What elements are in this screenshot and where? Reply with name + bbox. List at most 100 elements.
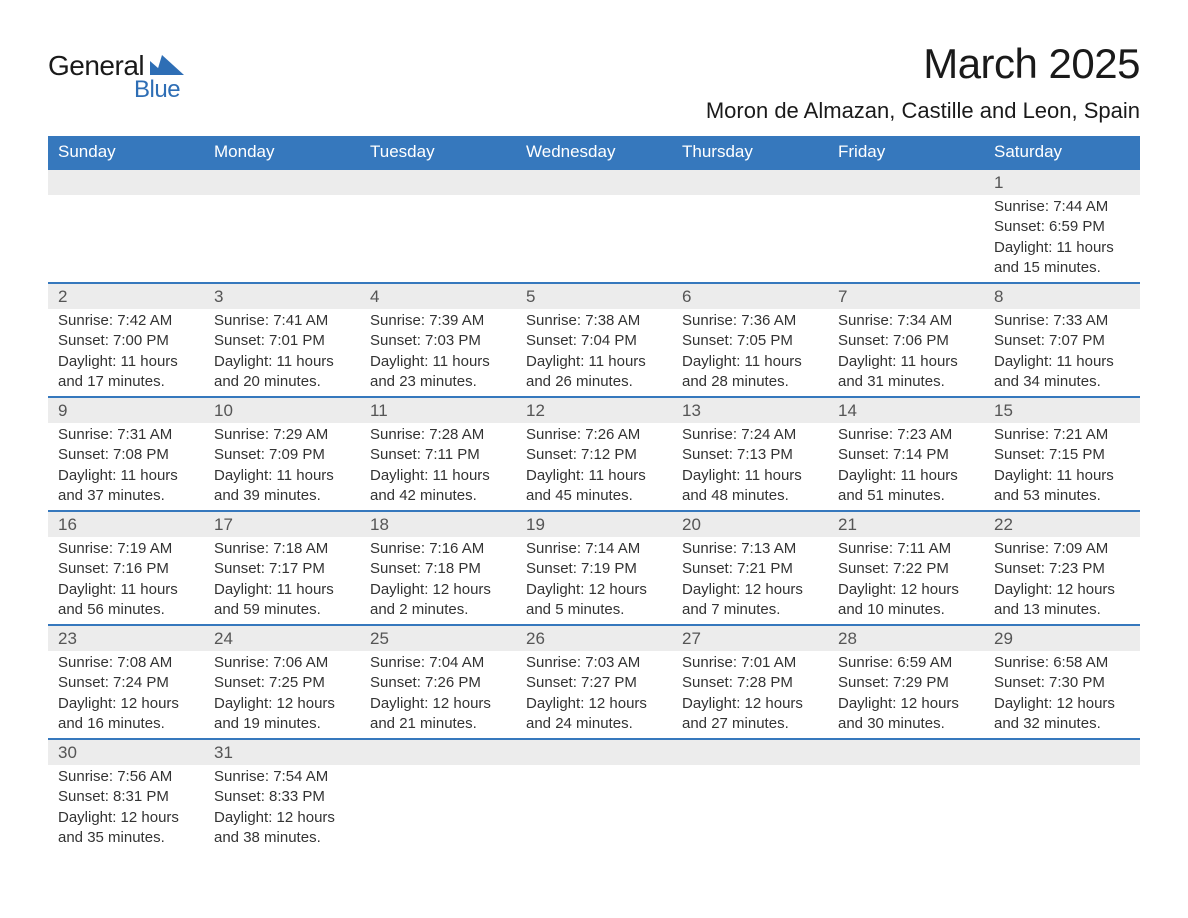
daylight-line: Daylight: 12 hours and 24 minutes.	[526, 694, 662, 735]
week-daynum-row: 9101112131415	[48, 397, 1140, 423]
day-number-cell	[360, 739, 516, 765]
day-number	[360, 170, 516, 194]
day-details-cell: Sunrise: 7:13 AMSunset: 7:21 PMDaylight:…	[672, 537, 828, 625]
day-details-cell: Sunrise: 7:41 AMSunset: 7:01 PMDaylight:…	[204, 309, 360, 397]
day-details-cell	[360, 765, 516, 852]
day-number: 16	[48, 512, 204, 537]
day-details-cell: Sunrise: 7:21 AMSunset: 7:15 PMDaylight:…	[984, 423, 1140, 511]
sunrise-line: Sunrise: 7:34 AM	[838, 311, 974, 331]
day-number-cell: 30	[48, 739, 204, 765]
day-number	[828, 740, 984, 764]
day-details-cell: Sunrise: 7:19 AMSunset: 7:16 PMDaylight:…	[48, 537, 204, 625]
day-number: 13	[672, 398, 828, 423]
day-number: 30	[48, 740, 204, 765]
sunset-line: Sunset: 7:19 PM	[526, 559, 662, 579]
sunrise-line: Sunrise: 7:11 AM	[838, 539, 974, 559]
sunset-line: Sunset: 8:31 PM	[58, 787, 194, 807]
day-details: Sunrise: 7:21 AMSunset: 7:15 PMDaylight:…	[984, 423, 1140, 510]
day-details	[516, 765, 672, 785]
daylight-line: Daylight: 11 hours and 26 minutes.	[526, 352, 662, 393]
sunset-line: Sunset: 7:06 PM	[838, 331, 974, 351]
week-details-row: Sunrise: 7:56 AMSunset: 8:31 PM Daylight:…	[48, 765, 1140, 852]
sunrise-line: Sunrise: 7:56 AM	[58, 767, 194, 787]
day-details: Sunrise: 7:24 AMSunset: 7:13 PMDaylight:…	[672, 423, 828, 510]
daylight-line: Daylight: 12 hours and 2 minutes.	[370, 580, 506, 621]
sunrise-line: Sunrise: 7:04 AM	[370, 653, 506, 673]
day-details: Sunrise: 7:29 AMSunset: 7:09 PMDaylight:…	[204, 423, 360, 510]
day-number: 3	[204, 284, 360, 309]
daylight-line: Daylight: 11 hours and 28 minutes.	[682, 352, 818, 393]
daylight-line: Daylight: 11 hours and 45 minutes.	[526, 466, 662, 507]
day-number-cell: 6	[672, 283, 828, 309]
sunset-line: Sunset: 7:13 PM	[682, 445, 818, 465]
day-number: 7	[828, 284, 984, 309]
day-details-cell	[360, 195, 516, 283]
daylight-line: Daylight: 11 hours and 42 minutes.	[370, 466, 506, 507]
day-header-row: SundayMondayTuesdayWednesdayThursdayFrid…	[48, 136, 1140, 169]
daylight-line: Daylight: 11 hours and 15 minutes.	[994, 238, 1130, 279]
day-number-cell: 18	[360, 511, 516, 537]
day-details: Sunrise: 7:44 AMSunset: 6:59 PMDaylight:…	[984, 195, 1140, 282]
day-details-cell: Sunrise: 7:11 AMSunset: 7:22 PMDaylight:…	[828, 537, 984, 625]
day-details: Sunrise: 7:23 AMSunset: 7:14 PMDaylight:…	[828, 423, 984, 510]
sunset-line: Sunset: 7:11 PM	[370, 445, 506, 465]
week-details-row: Sunrise: 7:08 AMSunset: 7:24 PMDaylight:…	[48, 651, 1140, 739]
day-details-cell: Sunrise: 7:03 AMSunset: 7:27 PMDaylight:…	[516, 651, 672, 739]
day-number-cell: 1	[984, 169, 1140, 195]
day-number	[204, 170, 360, 194]
week-daynum-row: 3031	[48, 739, 1140, 765]
day-number-cell	[672, 739, 828, 765]
sunrise-line: Sunrise: 7:33 AM	[994, 311, 1130, 331]
day-number: 23	[48, 626, 204, 651]
day-number-cell	[828, 739, 984, 765]
week-details-row: Sunrise: 7:19 AMSunset: 7:16 PMDaylight:…	[48, 537, 1140, 625]
day-number: 21	[828, 512, 984, 537]
day-number: 8	[984, 284, 1140, 309]
day-details: Sunrise: 7:41 AMSunset: 7:01 PMDaylight:…	[204, 309, 360, 396]
sunset-line: Sunset: 7:16 PM	[58, 559, 194, 579]
day-details: Sunrise: 7:18 AMSunset: 7:17 PMDaylight:…	[204, 537, 360, 624]
title-block: March 2025 Moron de Almazan, Castille an…	[706, 40, 1140, 124]
day-number: 1	[984, 170, 1140, 195]
day-details: Sunrise: 7:16 AMSunset: 7:18 PMDaylight:…	[360, 537, 516, 624]
daylight-line: Daylight: 11 hours and 39 minutes.	[214, 466, 350, 507]
sunset-line: Sunset: 7:15 PM	[994, 445, 1130, 465]
day-number: 14	[828, 398, 984, 423]
day-details-cell: Sunrise: 7:01 AMSunset: 7:28 PMDaylight:…	[672, 651, 828, 739]
day-details-cell: Sunrise: 6:59 AMSunset: 7:29 PMDaylight:…	[828, 651, 984, 739]
day-number: 6	[672, 284, 828, 309]
calendar-body: 1Sunrise: 7:44 AMSunset: 6:59 PMDaylight…	[48, 169, 1140, 852]
daylight-line: Daylight: 11 hours and 31 minutes.	[838, 352, 974, 393]
day-details-cell: Sunrise: 7:36 AMSunset: 7:05 PMDaylight:…	[672, 309, 828, 397]
day-details-cell	[48, 195, 204, 283]
day-number: 9	[48, 398, 204, 423]
day-details-cell: Sunrise: 7:31 AMSunset: 7:08 PMDaylight:…	[48, 423, 204, 511]
day-details-cell: Sunrise: 7:33 AMSunset: 7:07 PMDaylight:…	[984, 309, 1140, 397]
sunrise-line: Sunrise: 7:42 AM	[58, 311, 194, 331]
day-details: Sunrise: 7:11 AMSunset: 7:22 PMDaylight:…	[828, 537, 984, 624]
day-details-cell	[984, 765, 1140, 852]
sunset-line: Sunset: 7:14 PM	[838, 445, 974, 465]
sunrise-line: Sunrise: 7:31 AM	[58, 425, 194, 445]
day-details-cell: Sunrise: 7:34 AMSunset: 7:06 PMDaylight:…	[828, 309, 984, 397]
day-details	[828, 195, 984, 215]
day-details	[516, 195, 672, 215]
day-details-cell: Sunrise: 7:28 AMSunset: 7:11 PMDaylight:…	[360, 423, 516, 511]
sunset-line: Sunset: 8:33 PM	[214, 787, 350, 807]
day-details: Sunrise: 7:06 AMSunset: 7:25 PMDaylight:…	[204, 651, 360, 738]
day-details: Sunrise: 7:38 AMSunset: 7:04 PMDaylight:…	[516, 309, 672, 396]
day-number-cell: 13	[672, 397, 828, 423]
sunrise-line: Sunrise: 7:28 AM	[370, 425, 506, 445]
daylight-line: Daylight: 11 hours and 20 minutes.	[214, 352, 350, 393]
brand-text-general: General	[48, 50, 144, 82]
day-number-cell: 10	[204, 397, 360, 423]
daylight-line: Daylight: 12 hours and 30 minutes.	[838, 694, 974, 735]
day-details: Sunrise: 6:59 AMSunset: 7:29 PMDaylight:…	[828, 651, 984, 738]
day-number-cell: 2	[48, 283, 204, 309]
day-details-cell	[516, 195, 672, 283]
day-details	[204, 195, 360, 215]
sunrise-line: Sunrise: 7:29 AM	[214, 425, 350, 445]
daylight-line: Daylight: 12 hours and 38 minutes.	[214, 808, 350, 849]
day-number-cell: 14	[828, 397, 984, 423]
day-details-cell: Sunrise: 7:56 AMSunset: 8:31 PMDaylight:…	[48, 765, 204, 852]
